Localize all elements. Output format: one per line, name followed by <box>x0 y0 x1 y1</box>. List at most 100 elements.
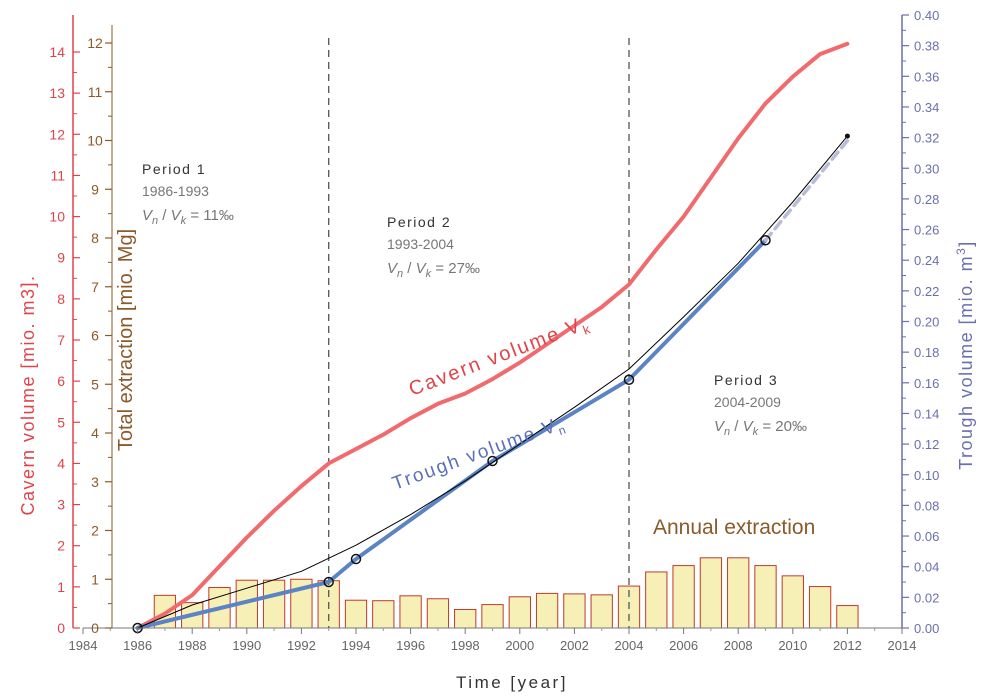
annual-extraction-bar <box>481 604 504 629</box>
period-2-ratio-den-sub: k <box>426 268 432 280</box>
annual-extraction-bar <box>808 586 832 629</box>
period-1-ratio-num: V <box>142 207 154 224</box>
x-tick-label: 1998 <box>451 638 480 653</box>
cavern-tick-label: 4 <box>57 455 65 471</box>
trough-axis-title-main: Trough volume [mio. m <box>956 255 976 470</box>
period-1-ratio-den-sub: k <box>181 215 187 227</box>
cavern-tick-label: 2 <box>57 538 65 554</box>
period-3-ratio-num-sub: n <box>724 426 730 438</box>
trough-tick-label: 0.32 <box>914 131 939 146</box>
x-tick-label: 2000 <box>505 638 534 653</box>
cavern-tick-label: 13 <box>49 85 65 101</box>
trough-marker <box>487 455 498 467</box>
period-1-ratio-sep: / <box>158 207 171 224</box>
trough-marker <box>623 374 635 385</box>
period-2-ratio: Vn / Vk = 27‰ <box>387 260 480 280</box>
period-3-ratio-num: V <box>714 418 726 435</box>
period-3-ratio-den-sub: k <box>753 426 759 438</box>
period-3-years: 2004-2009 <box>714 394 781 410</box>
period-lines <box>328 38 630 628</box>
period-2-annotation: Period 2 1993-2004 Vn / Vk = 27‰ <box>387 214 480 280</box>
annual-extraction-bar <box>645 571 668 629</box>
annual-extraction-bar <box>508 596 531 629</box>
x-tick-label: 2010 <box>778 638 807 653</box>
period-1-ratio-den: V <box>171 207 183 224</box>
trough-tick-label: 0.06 <box>914 529 939 544</box>
annual-extraction-bar <box>454 608 477 629</box>
cavern-tick-label: 5 <box>57 414 65 430</box>
x-tick-label: 2002 <box>560 638 589 653</box>
period-3-ratio-den: V <box>743 418 755 435</box>
extraction-tick-label: 12 <box>87 35 103 51</box>
trend-line <box>137 135 848 629</box>
cavern-tick-label: 7 <box>57 332 65 348</box>
period-2-years: 1993-2004 <box>387 236 454 252</box>
cavern-tick-label: 0 <box>57 620 65 636</box>
extraction-tick-label: 2 <box>91 523 99 539</box>
period-3-ratio-sep: / <box>730 418 743 435</box>
period-3-annotation: Period 3 2004-2009 Vn / Vk = 20‰ <box>714 372 807 438</box>
extraction-tick-label: 11 <box>88 84 103 100</box>
trough-axis-title: Trough volume [mio. m3] <box>954 240 976 470</box>
cavern-tick-label: 14 <box>49 44 65 60</box>
x-tick-label: 1988 <box>178 638 207 653</box>
period-1-years: 1986-1993 <box>142 183 209 199</box>
period-1-ratio-num-sub: n <box>152 215 158 227</box>
trough-tick-label: 0.14 <box>914 406 939 421</box>
extraction-tick-label: 10 <box>87 133 103 149</box>
annual-extraction-bar <box>344 599 368 629</box>
annual-extraction-bar <box>372 600 395 629</box>
trough-axis-title-end: ] <box>956 240 976 247</box>
cavern-tick-label: 9 <box>57 250 65 266</box>
extraction-tick-label: 7 <box>91 279 99 295</box>
trough-tick-label: 0.12 <box>914 437 939 452</box>
trough-marker <box>350 553 362 565</box>
period-2-ratio-value: = 27‰ <box>431 260 480 277</box>
trough-extrapolation-line <box>763 138 850 243</box>
annual-extraction-bar <box>836 605 859 629</box>
x-tick-label: 2008 <box>724 638 753 653</box>
annual-extraction-bar <box>699 557 723 629</box>
x-tick-label: 2006 <box>669 638 698 653</box>
trough-tick-label: 0.30 <box>914 161 939 176</box>
trough-tick-label: 0.20 <box>914 315 939 330</box>
x-tick-label: 1986 <box>123 638 152 653</box>
cavern-series-label: Cavern volume Vk <box>406 311 594 403</box>
trough-tick-label: 0.04 <box>914 560 939 575</box>
cavern-volume-line <box>135 41 850 630</box>
trough-tick-label: 0.26 <box>914 223 939 238</box>
x-tick-label: 2014 <box>888 638 917 653</box>
annual-extraction-bar <box>426 598 450 629</box>
extraction-tick-label: 0 <box>91 620 99 636</box>
trough-series-label-main: Trough volume V <box>390 415 561 494</box>
trough-tick-label: 0.02 <box>914 590 939 605</box>
cavern-tick-label: 10 <box>49 209 65 225</box>
trough-axis-title-sup: 3 <box>954 247 968 255</box>
cavern-tick-label: 3 <box>57 497 65 513</box>
x-tick-label: 2012 <box>833 638 862 653</box>
annual-extraction-bar <box>563 593 586 629</box>
cavern-tick-label: 6 <box>57 373 65 389</box>
extraction-tick-label: 6 <box>91 328 99 344</box>
extraction-tick-label: 3 <box>91 474 99 490</box>
annual-extraction-bar <box>399 595 422 629</box>
trend-end-dot <box>844 133 850 139</box>
period-2-title: Period 2 <box>387 214 451 230</box>
trough-tick-label: 0.22 <box>914 284 939 299</box>
annual-extraction-bar <box>754 565 777 629</box>
trough-tick-label: 0.40 <box>914 8 939 23</box>
annual-extraction-bar <box>781 575 804 629</box>
extraction-axis-title: Total extraction [mio. Mg] <box>115 229 137 451</box>
extraction-tick-label: 9 <box>91 181 99 197</box>
annual-extraction-bar <box>672 565 695 629</box>
period-1-ratio-value: = 11‰ <box>186 207 234 224</box>
cavern-tick-label: 11 <box>50 167 65 183</box>
x-tick-label: 1996 <box>396 638 425 653</box>
trough-tick-label: 0.34 <box>914 100 939 115</box>
trough-marker <box>323 576 334 588</box>
trough-marker <box>760 235 771 246</box>
cavern-axis-title: Cavern volume [mio. m3]. <box>18 274 38 515</box>
bars-layer <box>153 557 859 629</box>
annual-extraction-bar <box>590 594 613 629</box>
